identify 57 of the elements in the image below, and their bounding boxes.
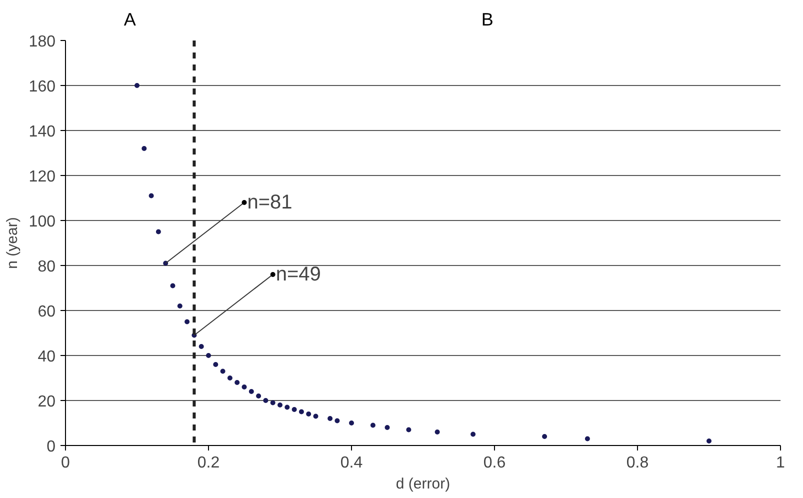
point: [434, 430, 440, 434]
point: [270, 400, 276, 406]
point: [406, 427, 412, 432]
point: [156, 229, 161, 234]
text: B: [481, 10, 494, 30]
point: [334, 418, 340, 424]
point: [328, 416, 333, 421]
y-tick-label: 80: [38, 258, 56, 276]
y-tick-label: 140: [28, 124, 56, 140]
annotation: n=81: [247, 192, 292, 214]
point: [227, 376, 232, 380]
x-tick-label: 0: [61, 454, 70, 472]
point: [706, 438, 712, 444]
point: [313, 414, 318, 419]
point: [263, 398, 268, 403]
point: [542, 434, 548, 439]
point: [306, 412, 312, 416]
y-tick-label: 20: [38, 394, 56, 410]
y-axis-title: n (year): [4, 217, 21, 269]
point: [349, 420, 354, 426]
point: [370, 422, 376, 428]
x-tick-label: 1: [776, 454, 786, 472]
point: [384, 425, 390, 430]
point: [134, 83, 140, 88]
point: [177, 304, 182, 308]
point: [292, 407, 297, 412]
y-tick-label: 160: [28, 78, 56, 96]
point: [220, 368, 226, 374]
point: [584, 436, 590, 442]
y-tick-label: 60: [38, 304, 56, 320]
point: [242, 384, 247, 390]
y-tick-label: 100: [28, 214, 56, 230]
x-tick-label: 0.8: [626, 454, 649, 472]
point: [256, 394, 262, 398]
y-tick-label: 0: [46, 438, 56, 456]
point: [148, 193, 154, 198]
point: [142, 146, 147, 151]
x-tick-label: 0.4: [340, 454, 363, 472]
y-tick-label: 40: [38, 348, 56, 366]
point: [206, 353, 211, 358]
annotation: n=49: [276, 264, 321, 286]
point: [470, 432, 476, 437]
point: [213, 362, 218, 367]
text: A: [124, 10, 136, 30]
point: [278, 402, 282, 408]
x-tick-label: 0.2: [197, 454, 220, 472]
point: [298, 409, 304, 414]
y-tick-label: 120: [28, 168, 56, 186]
y-tick-label: 180: [28, 34, 56, 50]
x-tick-label: 0.6: [483, 454, 506, 472]
point: [170, 283, 176, 288]
x-axis-title: d (error): [396, 476, 450, 492]
point: [284, 404, 290, 410]
point: [198, 344, 204, 349]
point: [248, 389, 254, 394]
point: [234, 380, 240, 385]
point: [184, 319, 190, 324]
